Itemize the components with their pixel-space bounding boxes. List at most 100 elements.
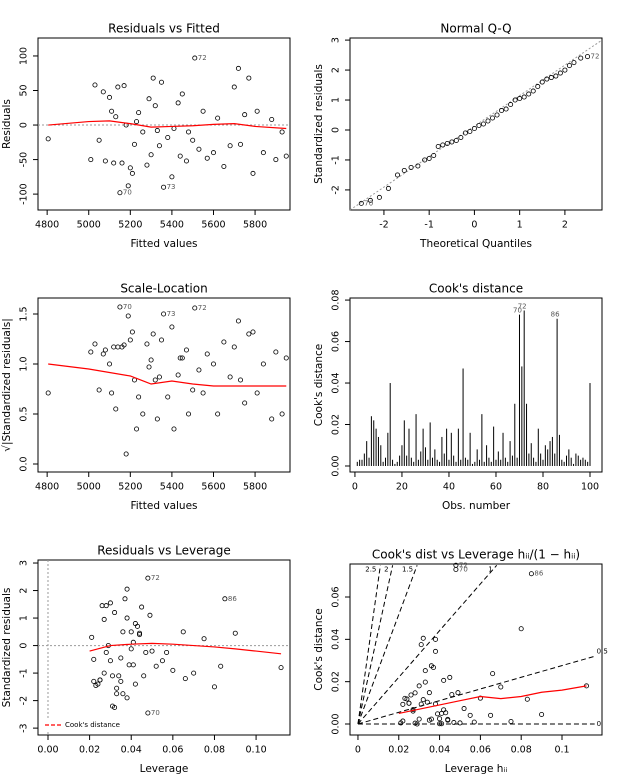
data-point (453, 562, 459, 568)
data-point (121, 83, 127, 89)
data-point (260, 150, 266, 156)
data-point (412, 690, 418, 696)
data-point (192, 55, 198, 61)
data-point (122, 596, 128, 602)
x-tick-label: 5400 (160, 482, 184, 493)
data-point (125, 183, 131, 189)
data-point (517, 96, 523, 102)
point-label: 86 (551, 311, 560, 319)
data-point (156, 143, 162, 149)
data-point (453, 567, 459, 573)
x-axis-label: Theoretical Quantiles (419, 238, 532, 250)
data-point (145, 710, 151, 716)
point-label: 73 (167, 183, 176, 191)
point-label: 70 (123, 189, 132, 197)
data-point (458, 134, 464, 140)
y-tick-label: 0.02 (331, 414, 342, 435)
data-point (192, 305, 198, 311)
data-point (111, 160, 117, 166)
x-tick-label: 0.06 (162, 745, 183, 756)
data-point (269, 117, 275, 123)
point-label: 70 (123, 303, 132, 311)
data-point (530, 88, 536, 94)
x-tick-label: 5200 (118, 482, 142, 493)
data-point (437, 721, 443, 727)
panel-title: Normal Q-Q (440, 22, 511, 36)
y-tick-label: 0.06 (331, 586, 342, 607)
data-point (412, 720, 418, 726)
data-point (117, 190, 123, 196)
data-point (148, 357, 154, 363)
data-point (148, 152, 154, 158)
data-point (402, 695, 408, 701)
data-point (499, 108, 505, 114)
data-point (444, 140, 450, 146)
data-point (200, 108, 206, 114)
y-tick-label: 0.06 (331, 331, 342, 352)
cook-contour (357, 565, 418, 725)
data-point (544, 76, 550, 82)
data-point (398, 720, 404, 726)
data-point (485, 118, 491, 124)
data-point (175, 100, 181, 106)
data-point (143, 649, 149, 655)
y-tick-label: -50 (19, 152, 30, 168)
data-point (190, 137, 196, 143)
data-point (115, 344, 121, 350)
data-point (439, 710, 445, 716)
data-point (571, 60, 577, 66)
data-point (408, 164, 414, 170)
data-point (418, 701, 424, 707)
data-point (114, 685, 120, 691)
data-point (461, 706, 467, 712)
x-tick-label: 80 (537, 482, 549, 493)
data-point (246, 75, 252, 81)
y-tick-label: -2 (331, 185, 342, 194)
data-point (215, 115, 221, 121)
data-point (548, 75, 554, 81)
plot-frame (37, 559, 291, 736)
data-point (526, 91, 532, 97)
data-point (107, 600, 113, 606)
data-point (144, 162, 150, 168)
data-point (153, 663, 159, 669)
data-point (45, 390, 51, 396)
data-point (120, 691, 126, 697)
data-point (283, 153, 289, 159)
data-point (136, 394, 142, 400)
data-point (93, 682, 99, 688)
x-tick-label: 5200 (118, 220, 142, 231)
data-point (183, 347, 189, 353)
panel-title: Cook's dist vs Leverage hᵢᵢ/(1 − hᵢᵢ) (372, 548, 580, 562)
data-point (165, 394, 171, 400)
data-point (154, 128, 160, 134)
panel-title: Residuals vs Fitted (108, 22, 220, 36)
cook-contour (357, 565, 394, 725)
contour-label: 1 (488, 565, 492, 573)
data-point (490, 671, 496, 677)
data-point (422, 679, 428, 685)
y-axis-label: Cook's distance (313, 608, 325, 690)
y-tick-label: 2 (331, 67, 342, 73)
x-axis-label: Fitted values (130, 238, 197, 250)
data-point (132, 621, 138, 627)
x-axis-label: Leverage hᵢᵢ (445, 763, 508, 775)
smooth-line (89, 642, 282, 655)
data-point (279, 411, 285, 417)
data-point (418, 642, 424, 648)
data-point (109, 390, 115, 396)
point-label: 72 (198, 304, 207, 312)
data-point (508, 718, 514, 724)
data-point (467, 128, 473, 134)
data-point (109, 108, 115, 114)
data-point (566, 63, 572, 69)
data-point (101, 616, 107, 622)
y-axis-label: √|Standardized residuals| (1, 318, 13, 452)
data-point (116, 673, 122, 679)
x-tick-label: 1 (517, 220, 523, 231)
data-point (145, 575, 151, 581)
data-point (221, 163, 227, 169)
data-point (273, 157, 279, 163)
x-axis-label: Obs. number (442, 500, 511, 512)
y-tick-label: 0.04 (331, 372, 342, 393)
